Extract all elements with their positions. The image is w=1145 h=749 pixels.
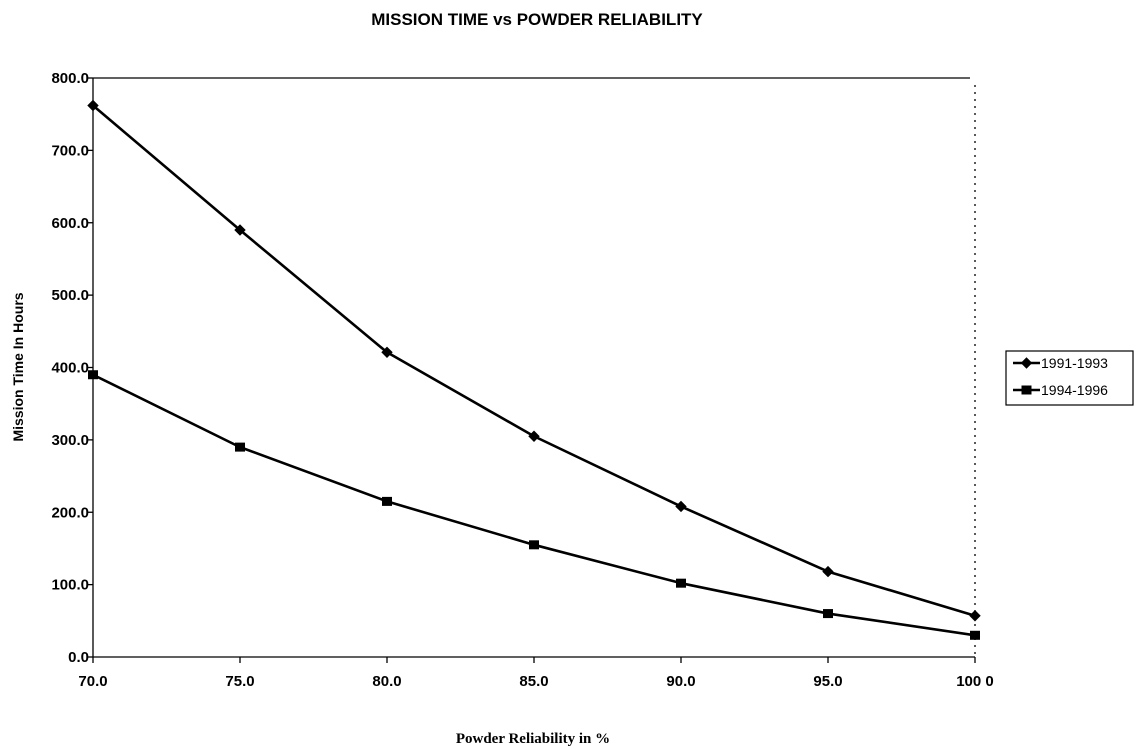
series-group — [87, 99, 981, 640]
series-line-1994-1996 — [92, 373, 976, 637]
data-point — [88, 370, 98, 380]
y-axis-label: Mission Time In Hours — [10, 292, 26, 441]
chart-title: MISSION TIME vs POWDER RELIABILITY — [371, 10, 703, 29]
x-tick-label: 70.0 — [78, 673, 107, 690]
legend-box — [1005, 350, 1134, 406]
series-1991-1993 — [87, 99, 981, 622]
data-point — [675, 500, 687, 513]
data-point — [969, 610, 981, 622]
data-point — [822, 565, 834, 578]
x-tick-label: 100 0 — [956, 673, 994, 690]
x-tick-label: 95.0 — [813, 673, 842, 690]
y-axis-ticks: 0.0 100.0 200.0 300.0 400.0 500.0 600.0 700.0 80… — [51, 70, 93, 666]
legend-label-1991-1993: 1991-1993 — [1041, 355, 1108, 371]
data-point — [529, 540, 539, 550]
legend: 1991-1993 1994-1996 — [1005, 350, 1134, 406]
series-line-1991-1993 — [92, 104, 976, 617]
data-point — [823, 609, 833, 619]
data-point — [235, 442, 245, 452]
y-tick-label: 500.0 — [51, 287, 89, 304]
data-point — [676, 578, 686, 588]
y-tick-label: 700.0 — [51, 142, 89, 159]
x-tick-label: 75.0 — [225, 673, 254, 690]
legend-label-1994-1996: 1994-1996 — [1041, 382, 1108, 398]
y-tick-label: 800.0 — [51, 70, 89, 87]
legend-square-marker — [1021, 385, 1032, 395]
data-point — [382, 496, 392, 506]
x-axis-ticks: 70.0 75.0 80.0 85.0 90.0 95.0 100 0 — [78, 657, 994, 690]
x-axis-label: Powder Reliability in % — [456, 731, 610, 747]
y-tick-label: 400.0 — [51, 360, 89, 377]
y-tick-label: 600.0 — [51, 215, 89, 232]
legend-diamond-marker — [1020, 357, 1033, 369]
y-tick-label: 0.0 — [68, 649, 89, 666]
y-tick-label: 100.0 — [51, 577, 89, 594]
series-1994-1996 — [88, 370, 980, 640]
data-point — [970, 630, 980, 640]
data-point — [234, 224, 246, 236]
data-point — [87, 99, 99, 112]
data-point — [381, 346, 393, 359]
y-tick-label: 300.0 — [51, 432, 89, 449]
x-tick-label: 85.0 — [519, 673, 548, 690]
y-tick-label: 200.0 — [51, 504, 89, 521]
data-point — [528, 430, 540, 442]
x-tick-label: 80.0 — [372, 673, 401, 690]
x-tick-label: 90.0 — [666, 673, 695, 690]
